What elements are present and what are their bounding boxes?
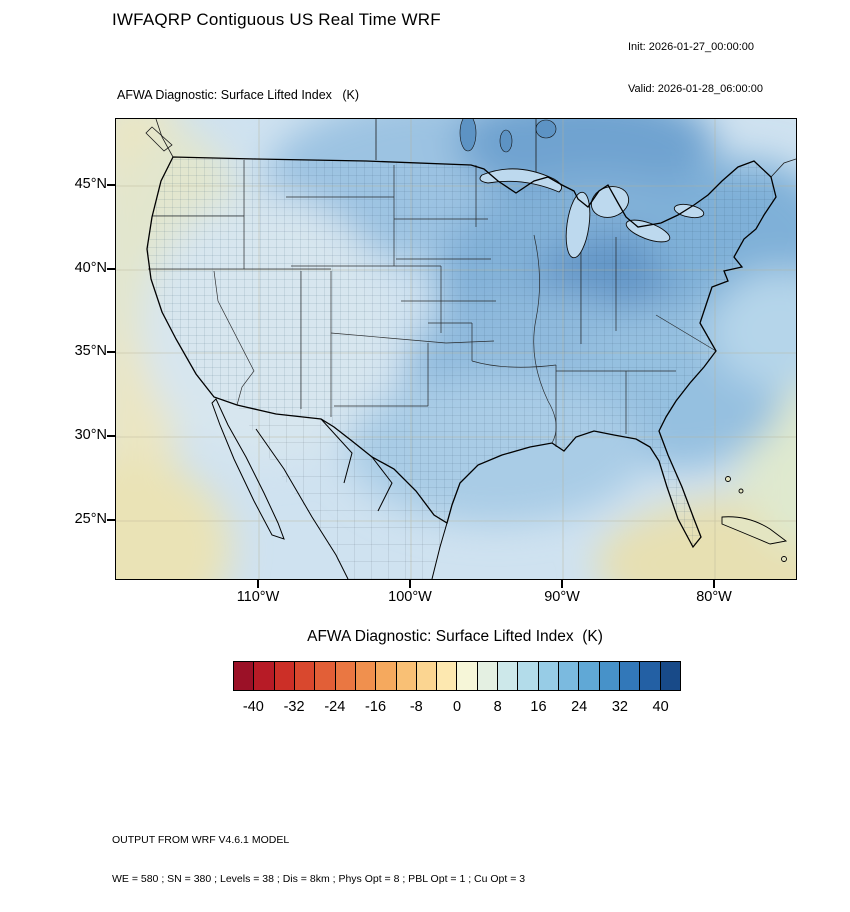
colorbar-title: AFWA Diagnostic: Surface Lifted Index (K… [307, 628, 603, 645]
colorbar-swatch [538, 662, 559, 690]
footer-line2: WE = 580 ; SN = 380 ; Levels = 38 ; Dis … [112, 873, 526, 885]
colorbar-tick-label: 8 [493, 699, 502, 715]
colorbar-swatch [619, 662, 641, 690]
colorbar-tick-label: -40 [242, 699, 264, 715]
colorbar-tick-label: -16 [365, 699, 387, 715]
lat-tick-mark [107, 351, 115, 353]
lat-tick-label: 40°N [74, 260, 107, 276]
lat-tick-mark [107, 268, 115, 270]
colorbar-swatch [234, 662, 255, 690]
footer-line1: OUTPUT FROM WRF V4.6.1 MODEL [112, 834, 290, 846]
colorbar-swatch [477, 662, 499, 690]
colorbar-swatch [254, 662, 275, 690]
init-time: Init: 2026-01-27_00:00:00 [628, 41, 754, 53]
great-lakes [479, 168, 705, 259]
colorbar-swatch [294, 662, 316, 690]
canada-boundaries [145, 119, 796, 178]
lat-tick-label: 45°N [74, 176, 107, 192]
lon-tick-label: 90°W [544, 589, 580, 605]
colorbar-swatches [233, 661, 681, 691]
lat-tick-label: 25°N [74, 511, 107, 527]
lat-tick-mark [107, 184, 115, 186]
lon-tick-label: 100°W [388, 589, 432, 605]
colorbar-swatch [579, 662, 600, 690]
colorbar-tick-labels: -40 -32 -24 -16 -8 0 8 16 24 32 40 [233, 699, 681, 717]
colorbar-tick-label: 16 [530, 699, 547, 715]
lat-tick-mark [107, 435, 115, 437]
islands [721, 476, 788, 562]
lat-tick-label: 35°N [74, 343, 107, 359]
colorbar-swatch [640, 662, 661, 690]
colorbar-swatch [559, 662, 580, 690]
state-boundaries [148, 160, 717, 447]
lat-tick-mark [107, 519, 115, 521]
footer: OUTPUT FROM WRF V4.6.1 MODEL WE = 580 ; … [112, 808, 525, 912]
field-label: AFWA Diagnostic: Surface Lifted Index (K… [117, 88, 359, 102]
plot-title: IWFAQRP Contiguous US Real Time WRF [112, 10, 441, 29]
cuba-island [721, 516, 788, 545]
colorbar-swatch [457, 662, 478, 690]
colorbar-swatch [355, 662, 377, 690]
map-canvas [116, 119, 796, 579]
colorbar-swatch [416, 662, 438, 690]
colorbar-swatch [599, 662, 620, 690]
colorbar-swatch [660, 662, 680, 690]
colorbar-tick-label: 40 [652, 699, 669, 715]
map-frame [115, 118, 797, 580]
canada-lakes [459, 119, 557, 153]
lon-tick-mark [257, 580, 259, 588]
colorbar-tick-label: -32 [283, 699, 305, 715]
lon-tick-label: 110°W [236, 589, 280, 605]
colorbar-tick-label: 32 [611, 699, 628, 715]
colorbar-swatch [274, 662, 295, 690]
bahamas-island [725, 476, 731, 482]
lon-tick-mark [713, 580, 715, 588]
colorbar-swatch [518, 662, 539, 690]
mexico-municipal-texture [237, 405, 447, 579]
colorbar-tick-label: 24 [571, 699, 588, 715]
colorbar-swatch [376, 662, 397, 690]
colorbar-swatch [335, 662, 356, 690]
lon-tick-mark [561, 580, 563, 588]
valid-time: Valid: 2026-01-28_06:00:00 [628, 83, 763, 95]
colorbar-swatch [498, 662, 519, 690]
colorbar-swatch [437, 662, 458, 690]
caribbean-island [781, 556, 787, 562]
colorbar-tick-label: 0 [452, 699, 462, 715]
colorbar-tick-label: -24 [324, 699, 346, 715]
bahamas-island [738, 488, 744, 494]
county-texture [147, 157, 776, 547]
lon-tick-label: 80°W [696, 589, 732, 605]
lon-tick-mark [409, 580, 411, 588]
init-valid-block: Init: 2026-01-27_00:00:00 Valid: 2026-01… [628, 12, 763, 124]
us-outline [146, 156, 777, 549]
colorbar-swatch [396, 662, 417, 690]
mexico-coastlines [211, 398, 448, 579]
lat-tick-label: 30°N [74, 427, 107, 443]
colorbar-swatch [315, 662, 336, 690]
colorbar-tick-label: -8 [409, 699, 423, 715]
